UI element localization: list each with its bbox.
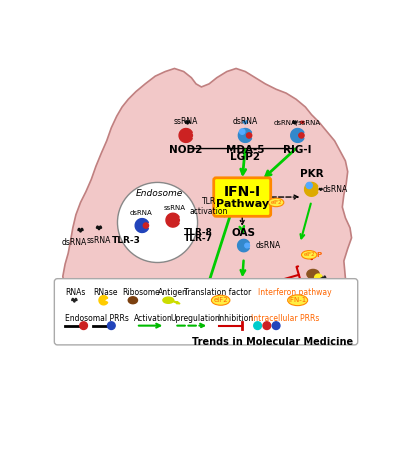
Wedge shape — [290, 128, 303, 142]
Text: TLR-7: TLR-7 — [183, 234, 212, 243]
Text: TLR-8: TLR-8 — [183, 228, 212, 237]
Wedge shape — [232, 284, 239, 292]
Text: cytokines: cytokines — [180, 307, 237, 317]
Text: RNase L: RNase L — [221, 296, 265, 306]
Text: IFN-1: IFN-1 — [288, 297, 306, 303]
Text: ssRNA: ssRNA — [173, 117, 198, 126]
Circle shape — [187, 133, 192, 138]
Ellipse shape — [306, 269, 318, 278]
Text: PKR: PKR — [299, 168, 322, 178]
Circle shape — [298, 133, 303, 138]
Wedge shape — [224, 284, 231, 292]
Ellipse shape — [128, 297, 137, 303]
Text: Interferon pathway: Interferon pathway — [257, 288, 330, 297]
Wedge shape — [238, 128, 251, 142]
Wedge shape — [234, 287, 238, 291]
Text: TLR-3: TLR-3 — [112, 236, 141, 245]
Circle shape — [79, 322, 87, 329]
Circle shape — [143, 223, 148, 228]
Wedge shape — [255, 284, 262, 292]
Circle shape — [246, 133, 251, 138]
Circle shape — [306, 182, 312, 188]
Text: IFN-I: IFN-I — [223, 186, 260, 199]
Text: Translation factor: Translation factor — [183, 288, 250, 297]
Circle shape — [239, 129, 244, 134]
Text: Activation: Activation — [134, 314, 173, 323]
Text: eIF2: eIF2 — [303, 253, 314, 257]
Text: Pathway: Pathway — [215, 199, 268, 209]
Text: Inhibition: Inhibition — [216, 314, 252, 323]
Text: dsRNA: dsRNA — [129, 210, 152, 216]
Text: Intracellular PRRs: Intracellular PRRs — [251, 314, 319, 323]
Text: APC: APC — [142, 297, 160, 306]
Text: dsRNA: dsRNA — [232, 117, 257, 126]
Text: dsRNA: dsRNA — [255, 241, 280, 250]
Polygon shape — [63, 68, 351, 330]
FancyBboxPatch shape — [213, 178, 270, 216]
Text: RIG-I: RIG-I — [283, 146, 311, 156]
Circle shape — [253, 322, 261, 329]
Circle shape — [117, 182, 197, 263]
Ellipse shape — [268, 198, 283, 207]
FancyArrow shape — [170, 300, 180, 304]
Text: Ribosome: Ribosome — [122, 288, 160, 297]
Wedge shape — [135, 218, 148, 233]
Text: ssRNA: ssRNA — [87, 236, 111, 244]
Wedge shape — [304, 182, 317, 196]
Text: LGP2: LGP2 — [230, 152, 260, 162]
Text: NOD2: NOD2 — [169, 146, 202, 156]
Text: P: P — [315, 252, 320, 258]
Ellipse shape — [211, 295, 229, 305]
Text: dsRNA: dsRNA — [62, 238, 87, 247]
Text: Trends in Molecular Medicine: Trends in Molecular Medicine — [192, 337, 352, 347]
Text: Upregulation: Upregulation — [170, 314, 220, 323]
Ellipse shape — [301, 251, 316, 259]
Wedge shape — [242, 287, 246, 291]
Wedge shape — [227, 287, 231, 291]
Circle shape — [174, 217, 179, 223]
Text: Antigen: Antigen — [157, 288, 187, 297]
Text: RNase: RNase — [93, 288, 118, 297]
Text: Endosome: Endosome — [135, 188, 182, 197]
Wedge shape — [178, 128, 192, 142]
Text: RNAs: RNAs — [65, 288, 85, 297]
Wedge shape — [237, 239, 249, 252]
Text: eIF2: eIF2 — [269, 200, 281, 205]
Wedge shape — [99, 296, 107, 305]
Text: OAS: OAS — [231, 228, 255, 238]
Text: eIF2: eIF2 — [213, 297, 227, 303]
Wedge shape — [314, 274, 321, 282]
Text: dsRNA/ssRNA: dsRNA/ssRNA — [273, 120, 320, 126]
Circle shape — [244, 243, 249, 248]
Wedge shape — [247, 284, 254, 292]
Circle shape — [107, 322, 115, 329]
Ellipse shape — [287, 295, 307, 306]
Circle shape — [312, 187, 317, 192]
FancyBboxPatch shape — [54, 278, 357, 345]
Text: TLR
activation: TLR activation — [189, 197, 228, 216]
Text: activation: activation — [128, 305, 174, 314]
Text: MDA-5: MDA-5 — [225, 146, 264, 156]
Text: Translation: Translation — [286, 285, 347, 295]
Text: ssRNA: ssRNA — [163, 205, 185, 211]
Ellipse shape — [162, 297, 173, 303]
Circle shape — [271, 322, 279, 329]
Circle shape — [262, 322, 270, 329]
Text: Endosomal PRRs: Endosomal PRRs — [65, 314, 129, 323]
Text: dsRNA: dsRNA — [322, 185, 347, 194]
Wedge shape — [166, 213, 179, 227]
Wedge shape — [239, 284, 247, 292]
Text: Proinflammatory: Proinflammatory — [159, 299, 258, 309]
